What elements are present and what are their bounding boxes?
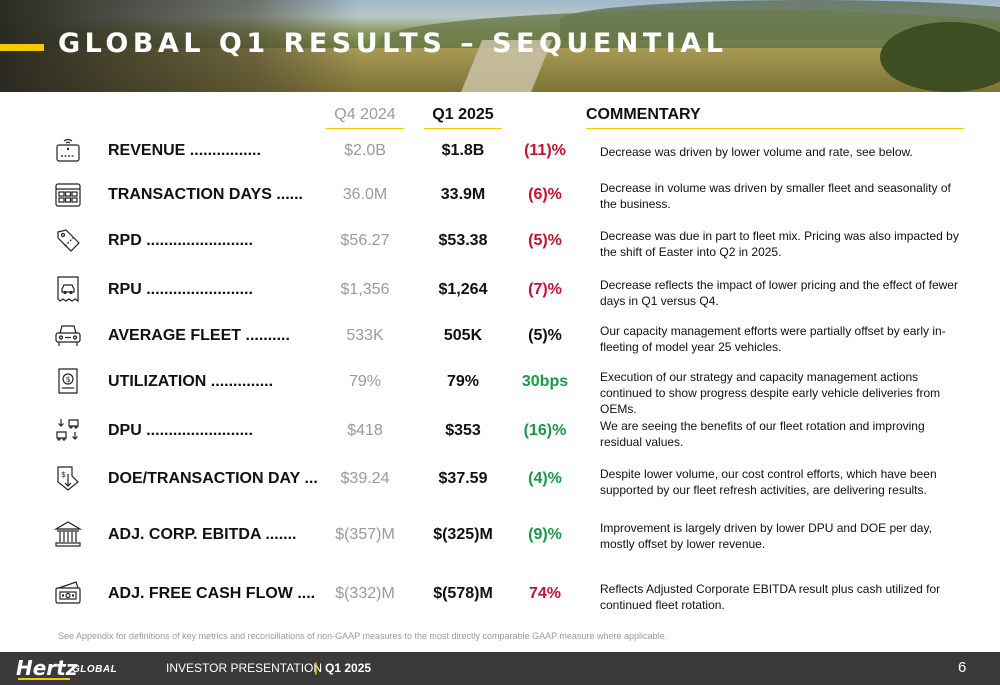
metric-label: DPU ........................ [108, 422, 253, 439]
table-row: DPU ........................ $418 $353 (… [0, 410, 1000, 454]
car-depreciation-icon [52, 414, 84, 446]
footer-separator: | [314, 660, 318, 675]
change-value: (16)% [523, 422, 567, 439]
logo-subtitle: GLOBAL [72, 664, 118, 675]
table-row: ADJ. FREE CASH FLOW .... $(332)M $(578)M… [0, 573, 1000, 617]
change-value: (9)% [528, 526, 562, 543]
metric-label: DOE/TRANSACTION DAY ... [108, 470, 318, 487]
table-row: RPD ........................ $56.27 $53.… [0, 220, 1000, 264]
logo-underline [18, 678, 70, 680]
prev-value: $418 [347, 422, 383, 439]
prev-value: $(357)M [335, 526, 395, 543]
change-value: 30bps [521, 373, 569, 390]
prev-value: 533K [346, 327, 384, 344]
commentary-text: Decrease was driven by lower volume and … [600, 145, 913, 159]
title-accent-bar [0, 44, 44, 51]
commentary-text: Despite lower volume, our cost control e… [600, 467, 937, 497]
cost-down-icon: $ [52, 462, 84, 494]
table-row: RPU ........................ $1,356 $1,2… [0, 269, 1000, 313]
hertz-logo: Hertz [16, 656, 78, 680]
svg-text:$: $ [61, 470, 66, 479]
change-value: (6)% [528, 186, 562, 203]
car-front-icon [52, 319, 84, 351]
table-row: TRANSACTION DAYS ...... 36.0M 33.9M (6)%… [0, 174, 1000, 218]
table-row: $ UTILIZATION .............. 79% 79% 30b… [0, 361, 1000, 416]
change-value: (4)% [528, 470, 562, 487]
page-number: 6 [958, 659, 967, 676]
column-header-current: Q1 2025 [424, 106, 502, 129]
price-tag-icon [52, 224, 84, 256]
commentary-text: Decrease was due in part to fleet mix. P… [600, 229, 959, 259]
commentary-text: Execution of our strategy and capacity m… [600, 370, 941, 416]
prev-value: $1,356 [340, 281, 390, 298]
current-value: $53.38 [438, 232, 488, 249]
change-value: (11)% [524, 142, 566, 159]
page-title: GLOBAL Q1 RESULTS – SEQUENTIAL [58, 28, 728, 59]
prev-value: $56.27 [340, 232, 390, 249]
current-value: $37.59 [438, 470, 488, 487]
change-value: (5)% [528, 232, 562, 249]
current-value: $353 [445, 422, 481, 439]
current-value: 505K [443, 327, 483, 344]
commentary-text: Improvement is largely driven by lower D… [600, 521, 932, 551]
commentary-text: Our capacity management efforts were par… [600, 324, 946, 354]
current-value: $1,264 [438, 281, 488, 298]
calendar-grid-icon [52, 178, 84, 210]
table-row: ADJ. CORP. EBITDA ....... $(357)M $(325)… [0, 514, 1000, 558]
prev-value: 79% [348, 373, 382, 390]
column-header-commentary: COMMENTARY [586, 106, 964, 129]
change-value: (5)% [528, 327, 562, 344]
column-header-prev: Q4 2024 [326, 106, 404, 129]
current-value: $(578)M [433, 585, 493, 602]
car-receipt-icon [52, 273, 84, 305]
current-value: 79% [446, 373, 480, 390]
current-value: $(325)M [433, 526, 493, 543]
metric-label: ADJ. CORP. EBITDA ....... [108, 526, 297, 543]
change-value: (7)% [528, 281, 562, 298]
metric-label: AVERAGE FLEET .......... [108, 327, 290, 344]
metric-label: RPD ........................ [108, 232, 253, 249]
prev-value: 36.0M [342, 186, 388, 203]
credit-card-terminal-icon [52, 134, 84, 166]
header-banner-image [0, 0, 1000, 92]
svg-text:$: $ [66, 375, 71, 384]
commentary-text: Reflects Adjusted Corporate EBITDA resul… [600, 582, 941, 612]
metric-label: UTILIZATION .............. [108, 373, 274, 390]
change-value: 74% [528, 585, 562, 602]
commentary-text: We are seeing the benefits of our fleet … [600, 419, 925, 449]
table-row: $ DOE/TRANSACTION DAY ... $39.24 $37.59 … [0, 458, 1000, 502]
footnote: See Appendix for definitions of key metr… [58, 631, 667, 641]
prev-value: $39.24 [340, 470, 390, 487]
metric-label: REVENUE ................ [108, 142, 261, 159]
bank-building-icon [52, 518, 84, 550]
metric-label: ADJ. FREE CASH FLOW .... [108, 585, 316, 602]
metric-label: RPU ........................ [108, 281, 253, 298]
table-row: REVENUE ................ $2.0B $1.8B (11… [0, 130, 1000, 174]
prev-value: $2.0B [344, 142, 386, 159]
current-value: $1.8B [441, 142, 485, 159]
presentation-label: INVESTOR PRESENTATION [166, 661, 323, 675]
footer-bar: Hertz GLOBAL INVESTOR PRESENTATION | Q1 … [0, 652, 1000, 685]
commentary-text: Decrease reflects the impact of lower pr… [600, 278, 958, 308]
table-row: AVERAGE FLEET .......... 533K 505K (5)% … [0, 315, 1000, 359]
cash-wallet-icon [52, 577, 84, 609]
current-value: 33.9M [440, 186, 486, 203]
dollar-document-icon: $ [52, 365, 84, 397]
commentary-text: Decrease in volume was driven by smaller… [600, 181, 951, 211]
quarter-label: Q1 2025 [325, 661, 372, 675]
metric-label: TRANSACTION DAYS ...... [108, 186, 303, 203]
prev-value: $(332)M [335, 585, 395, 602]
